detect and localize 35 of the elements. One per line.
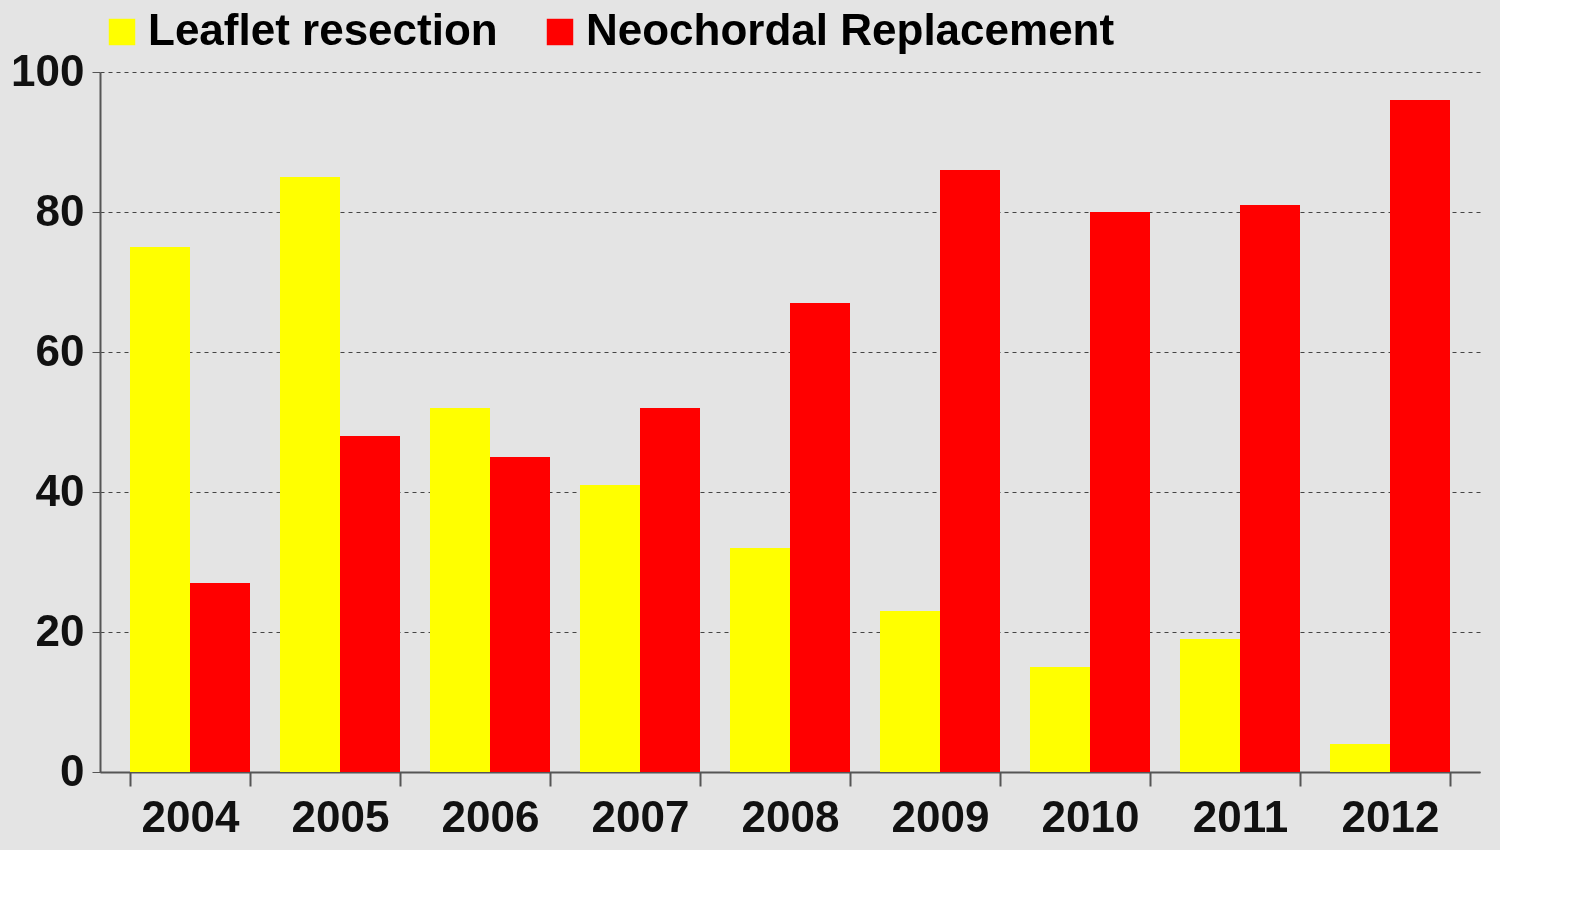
x-tick-label: 2005 <box>291 791 390 841</box>
x-tick-label: 2012 <box>1341 791 1440 841</box>
bar <box>1090 212 1150 772</box>
bar <box>1180 639 1240 772</box>
bar <box>1330 744 1390 772</box>
bar <box>580 485 640 772</box>
bar <box>340 436 400 772</box>
bar <box>130 247 190 772</box>
bar <box>730 548 790 772</box>
bar <box>1390 100 1450 772</box>
y-tick-label: 40 <box>35 465 85 515</box>
y-tick-label: 80 <box>35 185 85 235</box>
x-tick-label: 2011 <box>1192 791 1289 841</box>
bar <box>940 170 1000 772</box>
x-tick-label: 2006 <box>441 791 540 841</box>
y-tick-label: 20 <box>35 605 85 655</box>
bar <box>880 611 940 772</box>
y-tick-label: 100 <box>11 45 85 95</box>
bar <box>1030 667 1090 772</box>
legend-label: Leaflet resection <box>148 5 498 54</box>
x-tick-label: 2004 <box>141 791 240 841</box>
y-tick-label: 60 <box>35 325 85 375</box>
bar <box>430 408 490 772</box>
bar <box>790 303 850 772</box>
bar <box>1240 205 1300 772</box>
y-tick-label: 0 <box>60 745 85 795</box>
x-tick-label: 2009 <box>891 791 990 841</box>
bar <box>280 177 340 772</box>
bar <box>490 457 550 772</box>
x-tick-label: 2008 <box>741 791 840 841</box>
bar <box>640 408 700 772</box>
x-tick-label: 2010 <box>1041 791 1140 841</box>
legend-label: Neochordal Replacement <box>586 5 1115 54</box>
x-tick-label: 2007 <box>591 791 690 841</box>
bar <box>190 583 250 772</box>
